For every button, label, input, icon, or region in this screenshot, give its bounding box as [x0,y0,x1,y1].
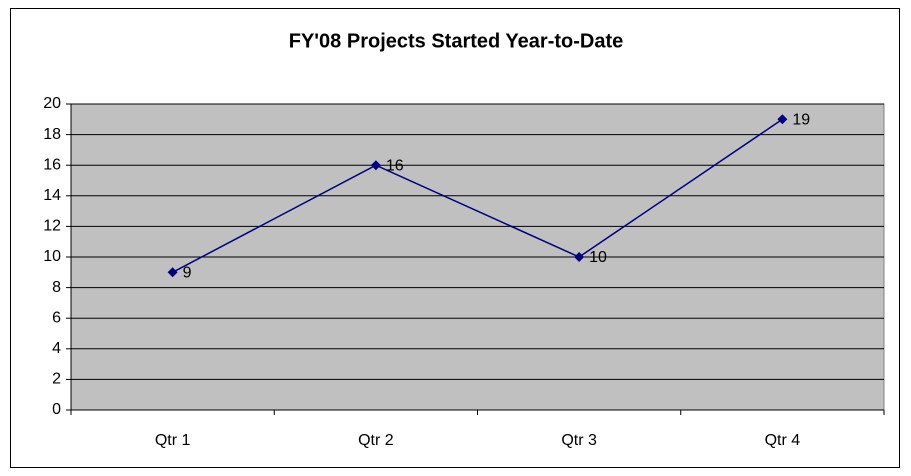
data-point [167,267,178,278]
data-label: 16 [386,157,404,174]
y-tick-label: 18 [43,126,61,143]
data-point [777,114,788,125]
y-tick-label: 10 [43,248,61,265]
data-point [370,160,381,171]
y-tick-label: 8 [52,279,61,296]
y-tick-label: 12 [43,218,61,235]
x-tick-label: Qtr 3 [561,432,597,449]
x-tick-label: Qtr 1 [155,432,191,449]
x-tick-label: Qtr 2 [358,432,394,449]
data-point [574,252,585,262]
y-tick-label: 6 [52,309,61,326]
y-tick-label: 16 [43,156,61,173]
y-tick-label: 4 [52,340,61,357]
data-label: 9 [183,265,192,282]
y-tick-label: 20 [43,95,61,112]
data-label: 10 [589,249,607,266]
chart-title: FY'08 Projects Started Year-to-Date [289,30,624,52]
data-line [172,118,783,273]
y-tick-label: 0 [52,401,61,418]
y-tick-label: 2 [52,371,61,388]
data-label: 19 [792,112,810,129]
x-tick-label: Qtr 4 [765,432,801,449]
y-tick-label: 14 [43,187,61,204]
